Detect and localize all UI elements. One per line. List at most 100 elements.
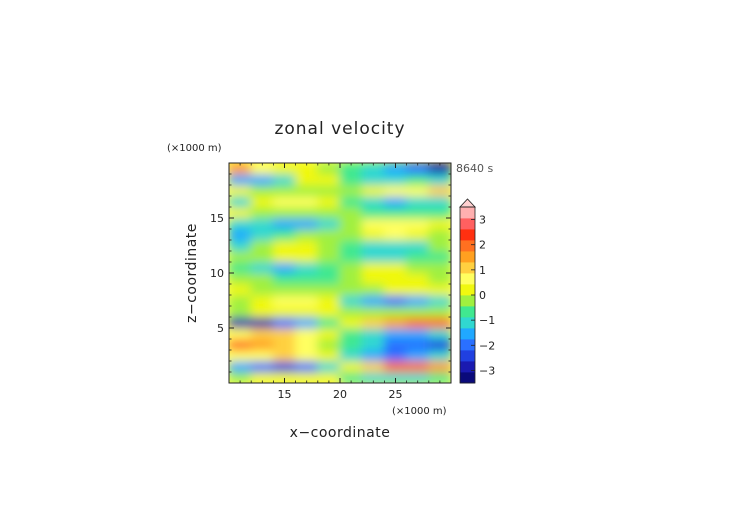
heatmap-cell (295, 305, 319, 318)
heatmap-cell (317, 283, 341, 296)
heatmap-cell (272, 316, 297, 329)
heatmap-cell (295, 163, 319, 175)
heatmap-cell (428, 239, 451, 252)
colorbar-swatch (460, 350, 475, 362)
colorbar-tick-label: −3 (479, 364, 495, 377)
heatmap-cell (250, 272, 274, 285)
heatmap-cell (383, 316, 408, 329)
heatmap-cell (406, 283, 430, 296)
heatmap-cell (361, 228, 385, 241)
heatmap-cell (295, 206, 319, 219)
heatmap-cell (428, 228, 451, 241)
heatmap-cell (229, 338, 252, 351)
heatmap-cell (295, 349, 319, 362)
colorbar-swatch (460, 251, 475, 263)
heatmap-cell (250, 206, 274, 219)
heatmap-cell (383, 239, 408, 252)
heatmap-cell (229, 316, 252, 329)
heatmap-cell (406, 184, 430, 197)
heatmap-cell (339, 316, 363, 329)
colorbar-swatch (460, 229, 475, 241)
colorbar-swatch (460, 218, 475, 230)
colorbar-tick-label: 1 (479, 264, 486, 277)
heatmap-cell (428, 163, 451, 175)
heatmap-cell (428, 371, 451, 383)
heatmap-cell (406, 261, 430, 274)
heatmap-cell (229, 195, 252, 208)
heatmap-cell (383, 163, 408, 175)
heatmap-cell (361, 250, 385, 263)
heatmap-cell (428, 360, 451, 373)
heatmap-cell (250, 163, 274, 175)
z-tick-label: 15 (210, 212, 224, 225)
heatmap-cell (406, 349, 430, 362)
heatmap-cell (250, 261, 274, 274)
heatmap-cell (250, 360, 274, 373)
colorbar-swatch (460, 262, 475, 274)
heatmap-cell (295, 272, 319, 285)
heatmap-cell (229, 272, 252, 285)
heatmap-cell (317, 163, 341, 175)
x-tick-label: 20 (333, 388, 347, 401)
heatmap-cell (361, 294, 385, 307)
colorbar-swatch (460, 284, 475, 296)
x-axis-ticks: 15 20 25 (239, 163, 441, 401)
heatmap-cell (383, 283, 408, 296)
heatmap-cell (317, 239, 341, 252)
heatmap-cell (295, 327, 319, 340)
heatmap-cell (339, 228, 363, 241)
heatmap-cell (361, 239, 385, 252)
heatmap-cell (250, 283, 274, 296)
heatmap-cell (317, 173, 341, 186)
z-axis-ticks: 5 10 15 (210, 173, 451, 373)
heatmap-cell (406, 338, 430, 351)
colorbar-tick-label: 2 (479, 239, 486, 252)
colorbar-tick-label: 0 (479, 289, 486, 302)
colorbar-swatch (460, 240, 475, 252)
heatmap-cell (295, 283, 319, 296)
heatmap-cell (250, 184, 274, 197)
heatmap-cell (383, 173, 408, 186)
heatmap-cell (317, 228, 341, 241)
heatmap-cell (339, 305, 363, 318)
heatmap-cell (317, 261, 341, 274)
heatmap-cell (295, 316, 319, 329)
colorbar-swatch (460, 273, 475, 285)
heatmap-cell (317, 184, 341, 197)
heatmap-cell (339, 184, 363, 197)
heatmap-cell (339, 294, 363, 307)
heatmap-cell (406, 360, 430, 373)
heatmap-cell (272, 283, 297, 296)
heatmap-cell (406, 206, 430, 219)
heatmap-cell (428, 217, 451, 230)
colorbar-tick-label: −1 (479, 314, 495, 327)
heatmap-cell (361, 305, 385, 318)
heatmap-cell (406, 217, 430, 230)
heatmap-cell (339, 195, 363, 208)
heatmap-cell (229, 327, 252, 340)
heatmap-cell (361, 173, 385, 186)
heatmap-cell (339, 250, 363, 263)
heatmap-cell (272, 173, 297, 186)
heatmap-cell (229, 261, 252, 274)
heatmap-cell (229, 173, 252, 186)
z-axis-unit: (×1000 m) (167, 143, 222, 154)
heatmap-cell (406, 195, 430, 208)
colorbar-swatch (460, 339, 475, 351)
heatmap-cell (250, 338, 274, 351)
colorbar-swatch (460, 295, 475, 307)
heatmap-cell (428, 305, 451, 318)
heatmap-cell (361, 163, 385, 175)
heatmap-cell (295, 228, 319, 241)
heatmap-cell (295, 195, 319, 208)
colorbar-swatch (460, 372, 475, 384)
heatmap-cell (383, 184, 408, 197)
heatmap-cell (272, 250, 297, 263)
heatmap-cell (229, 217, 252, 230)
heatmap-cell (383, 294, 408, 307)
heatmap-cell (383, 349, 408, 362)
heatmap-cell (229, 294, 252, 307)
heatmap-cell (295, 184, 319, 197)
heatmap-cell (229, 184, 252, 197)
heatmap-cell (383, 305, 408, 318)
